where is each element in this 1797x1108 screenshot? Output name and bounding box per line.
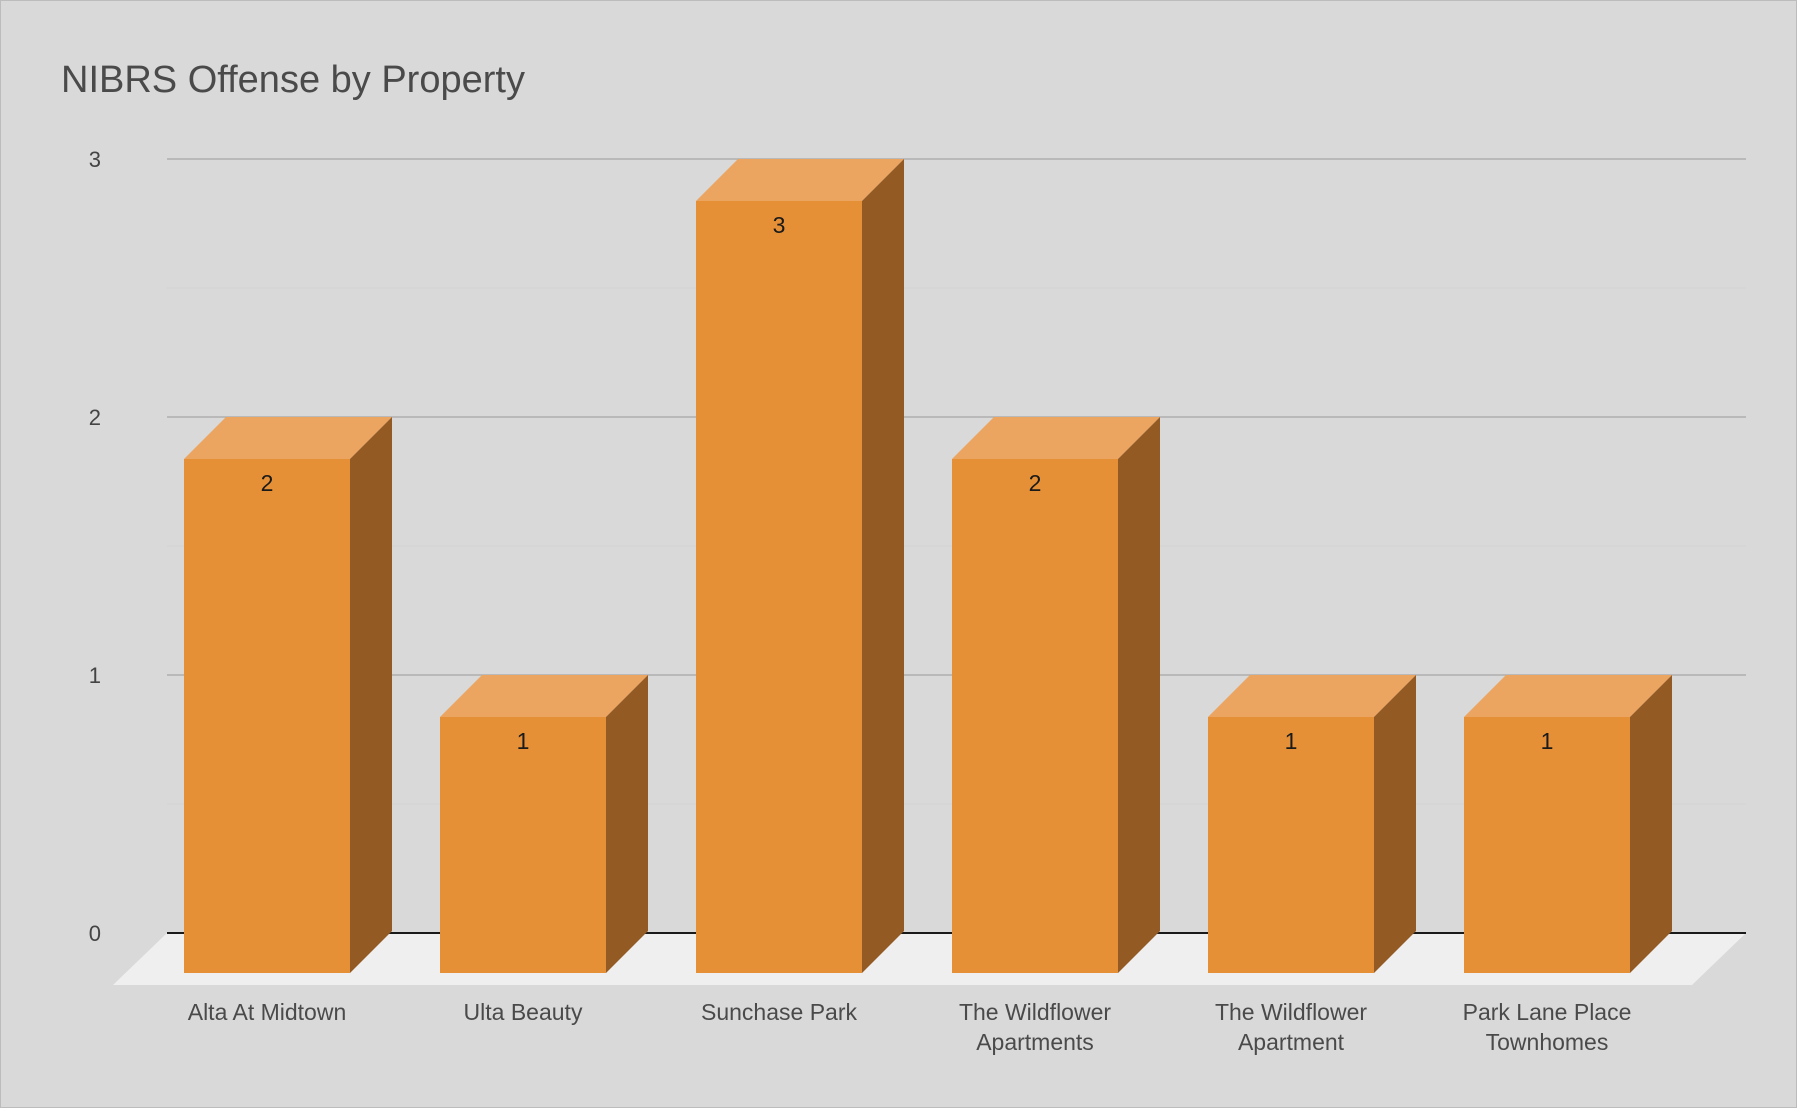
category-label: Townhomes [1486, 1029, 1609, 1055]
category-label: Apartment [1238, 1029, 1345, 1055]
bar-top-face [440, 675, 648, 717]
bar [696, 159, 904, 973]
data-label: 3 [773, 212, 786, 238]
y-tick-label: 1 [89, 663, 101, 688]
chart-title: NIBRS Offense by Property [61, 59, 525, 101]
bar [1208, 675, 1416, 973]
category-label: The Wildflower [959, 999, 1111, 1025]
y-tick-label: 0 [89, 921, 101, 946]
bar-front-face [696, 201, 862, 973]
bar [184, 417, 392, 973]
bar-front-face [952, 459, 1118, 973]
bar [440, 675, 648, 973]
category-label: Alta At Midtown [188, 999, 347, 1025]
bar-front-face [1464, 717, 1630, 973]
y-tick-label: 3 [89, 147, 101, 172]
category-label: Sunchase Park [701, 999, 857, 1025]
category-label: Apartments [976, 1029, 1094, 1055]
bar-top-face [1464, 675, 1672, 717]
data-label: 2 [261, 470, 274, 496]
data-label: 1 [517, 728, 530, 754]
bar-top-face [184, 417, 392, 459]
data-label: 1 [1285, 728, 1298, 754]
y-tick-label: 2 [89, 405, 101, 430]
category-label: Park Lane Place [1463, 999, 1632, 1025]
bar-side-face [606, 675, 648, 973]
bar-front-face [1208, 717, 1374, 973]
bar-side-face [350, 417, 392, 973]
bar-side-face [1630, 675, 1672, 973]
bar [952, 417, 1160, 973]
bar-top-face [1208, 675, 1416, 717]
category-label: The Wildflower [1215, 999, 1367, 1025]
bar-front-face [184, 459, 350, 973]
category-label: Ulta Beauty [464, 999, 583, 1025]
bar-side-face [1374, 675, 1416, 973]
bar-top-face [952, 417, 1160, 459]
bar-side-face [1118, 417, 1160, 973]
bar-side-face [862, 159, 904, 973]
bar-top-face [696, 159, 904, 201]
data-label: 2 [1029, 470, 1042, 496]
data-label: 1 [1541, 728, 1554, 754]
bar [1464, 675, 1672, 973]
bar-front-face [440, 717, 606, 973]
